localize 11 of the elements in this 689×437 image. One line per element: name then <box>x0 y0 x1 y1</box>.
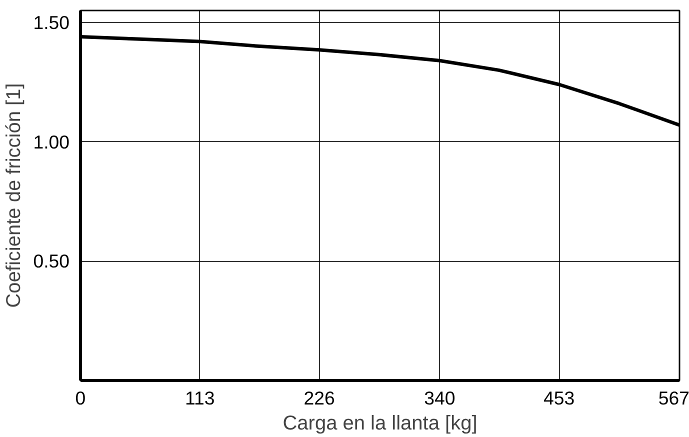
x-tick-label: 340 <box>424 388 456 408</box>
x-axis-title: Carga en la llanta [kg] <box>282 412 478 434</box>
y-tick-label: 1.50 <box>33 12 70 33</box>
x-tick-label: 567 <box>658 388 689 408</box>
x-tick-label: 113 <box>185 388 215 408</box>
y-tick-label: 1.00 <box>33 131 70 152</box>
x-tick-label: 226 <box>304 388 335 408</box>
x-tick-label: 0 <box>75 388 86 408</box>
x-tick-label: 453 <box>544 388 575 408</box>
y-tick-label: 0.50 <box>33 250 70 272</box>
y-axis-title: Coeficiente de fricción [1] <box>3 83 26 308</box>
